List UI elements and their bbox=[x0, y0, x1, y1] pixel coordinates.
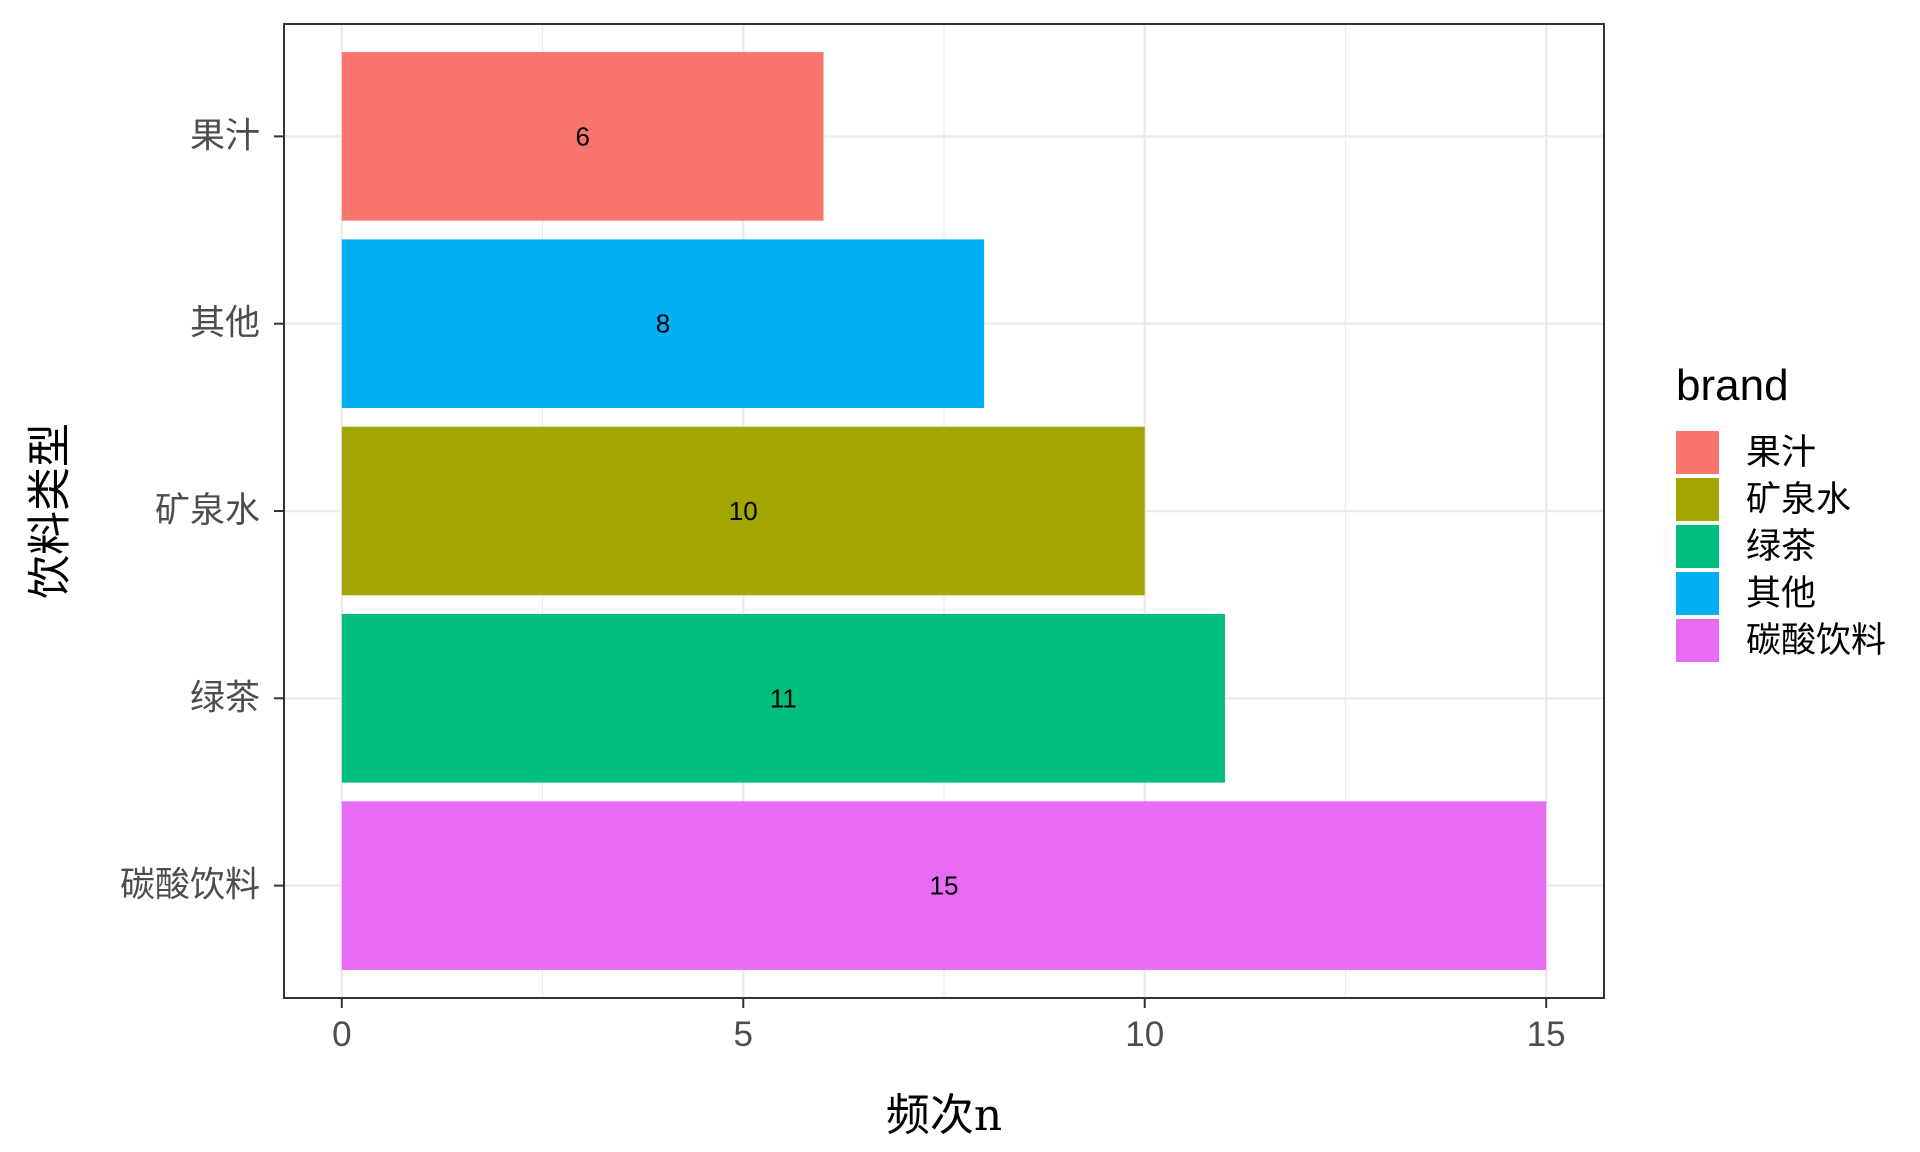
legend-key bbox=[1676, 572, 1719, 615]
legend-label: 矿泉水 bbox=[1746, 480, 1851, 520]
legend-title: brand bbox=[1676, 361, 1789, 410]
legend-key bbox=[1676, 525, 1719, 568]
y-tick-label: 矿泉水 bbox=[155, 491, 260, 531]
x-axis: 0 5 10 15 bbox=[332, 998, 1566, 1054]
bar-labels: 15 11 10 8 6 bbox=[575, 121, 958, 900]
data-label: 11 bbox=[770, 683, 797, 713]
x-tick-label: 0 bbox=[332, 1015, 351, 1054]
bar bbox=[341, 426, 1145, 596]
x-tick-label: 15 bbox=[1527, 1015, 1566, 1054]
y-axis-title: 饮料类型 bbox=[25, 423, 76, 599]
legend-label: 其他 bbox=[1746, 574, 1816, 614]
data-label: 10 bbox=[729, 496, 758, 526]
y-tick-label: 碳酸饮料 bbox=[120, 866, 260, 906]
data-label: 8 bbox=[656, 309, 670, 339]
y-axis: 碳酸饮料 绿茶 矿泉水 其他 果汁 bbox=[120, 116, 284, 906]
x-tick-label: 5 bbox=[734, 1015, 753, 1054]
data-label: 6 bbox=[575, 121, 589, 151]
bars bbox=[341, 52, 1547, 970]
legend-label: 碳酸饮料 bbox=[1746, 621, 1886, 661]
bar bbox=[341, 801, 1547, 970]
x-axis-title: 频次n bbox=[886, 1090, 1002, 1141]
y-tick-label: 果汁 bbox=[190, 116, 260, 156]
y-tick-label: 绿茶 bbox=[190, 678, 260, 718]
legend-key bbox=[1676, 478, 1719, 521]
data-label: 15 bbox=[930, 871, 959, 901]
y-tick-label: 其他 bbox=[190, 304, 260, 344]
legend-label: 果汁 bbox=[1746, 433, 1816, 473]
bar bbox=[341, 614, 1226, 783]
x-tick-label: 10 bbox=[1125, 1015, 1164, 1054]
legend-label: 绿茶 bbox=[1746, 527, 1816, 567]
bar bbox=[341, 52, 824, 221]
legend-key bbox=[1676, 431, 1719, 474]
legend-key bbox=[1676, 619, 1719, 662]
bar bbox=[341, 239, 985, 408]
